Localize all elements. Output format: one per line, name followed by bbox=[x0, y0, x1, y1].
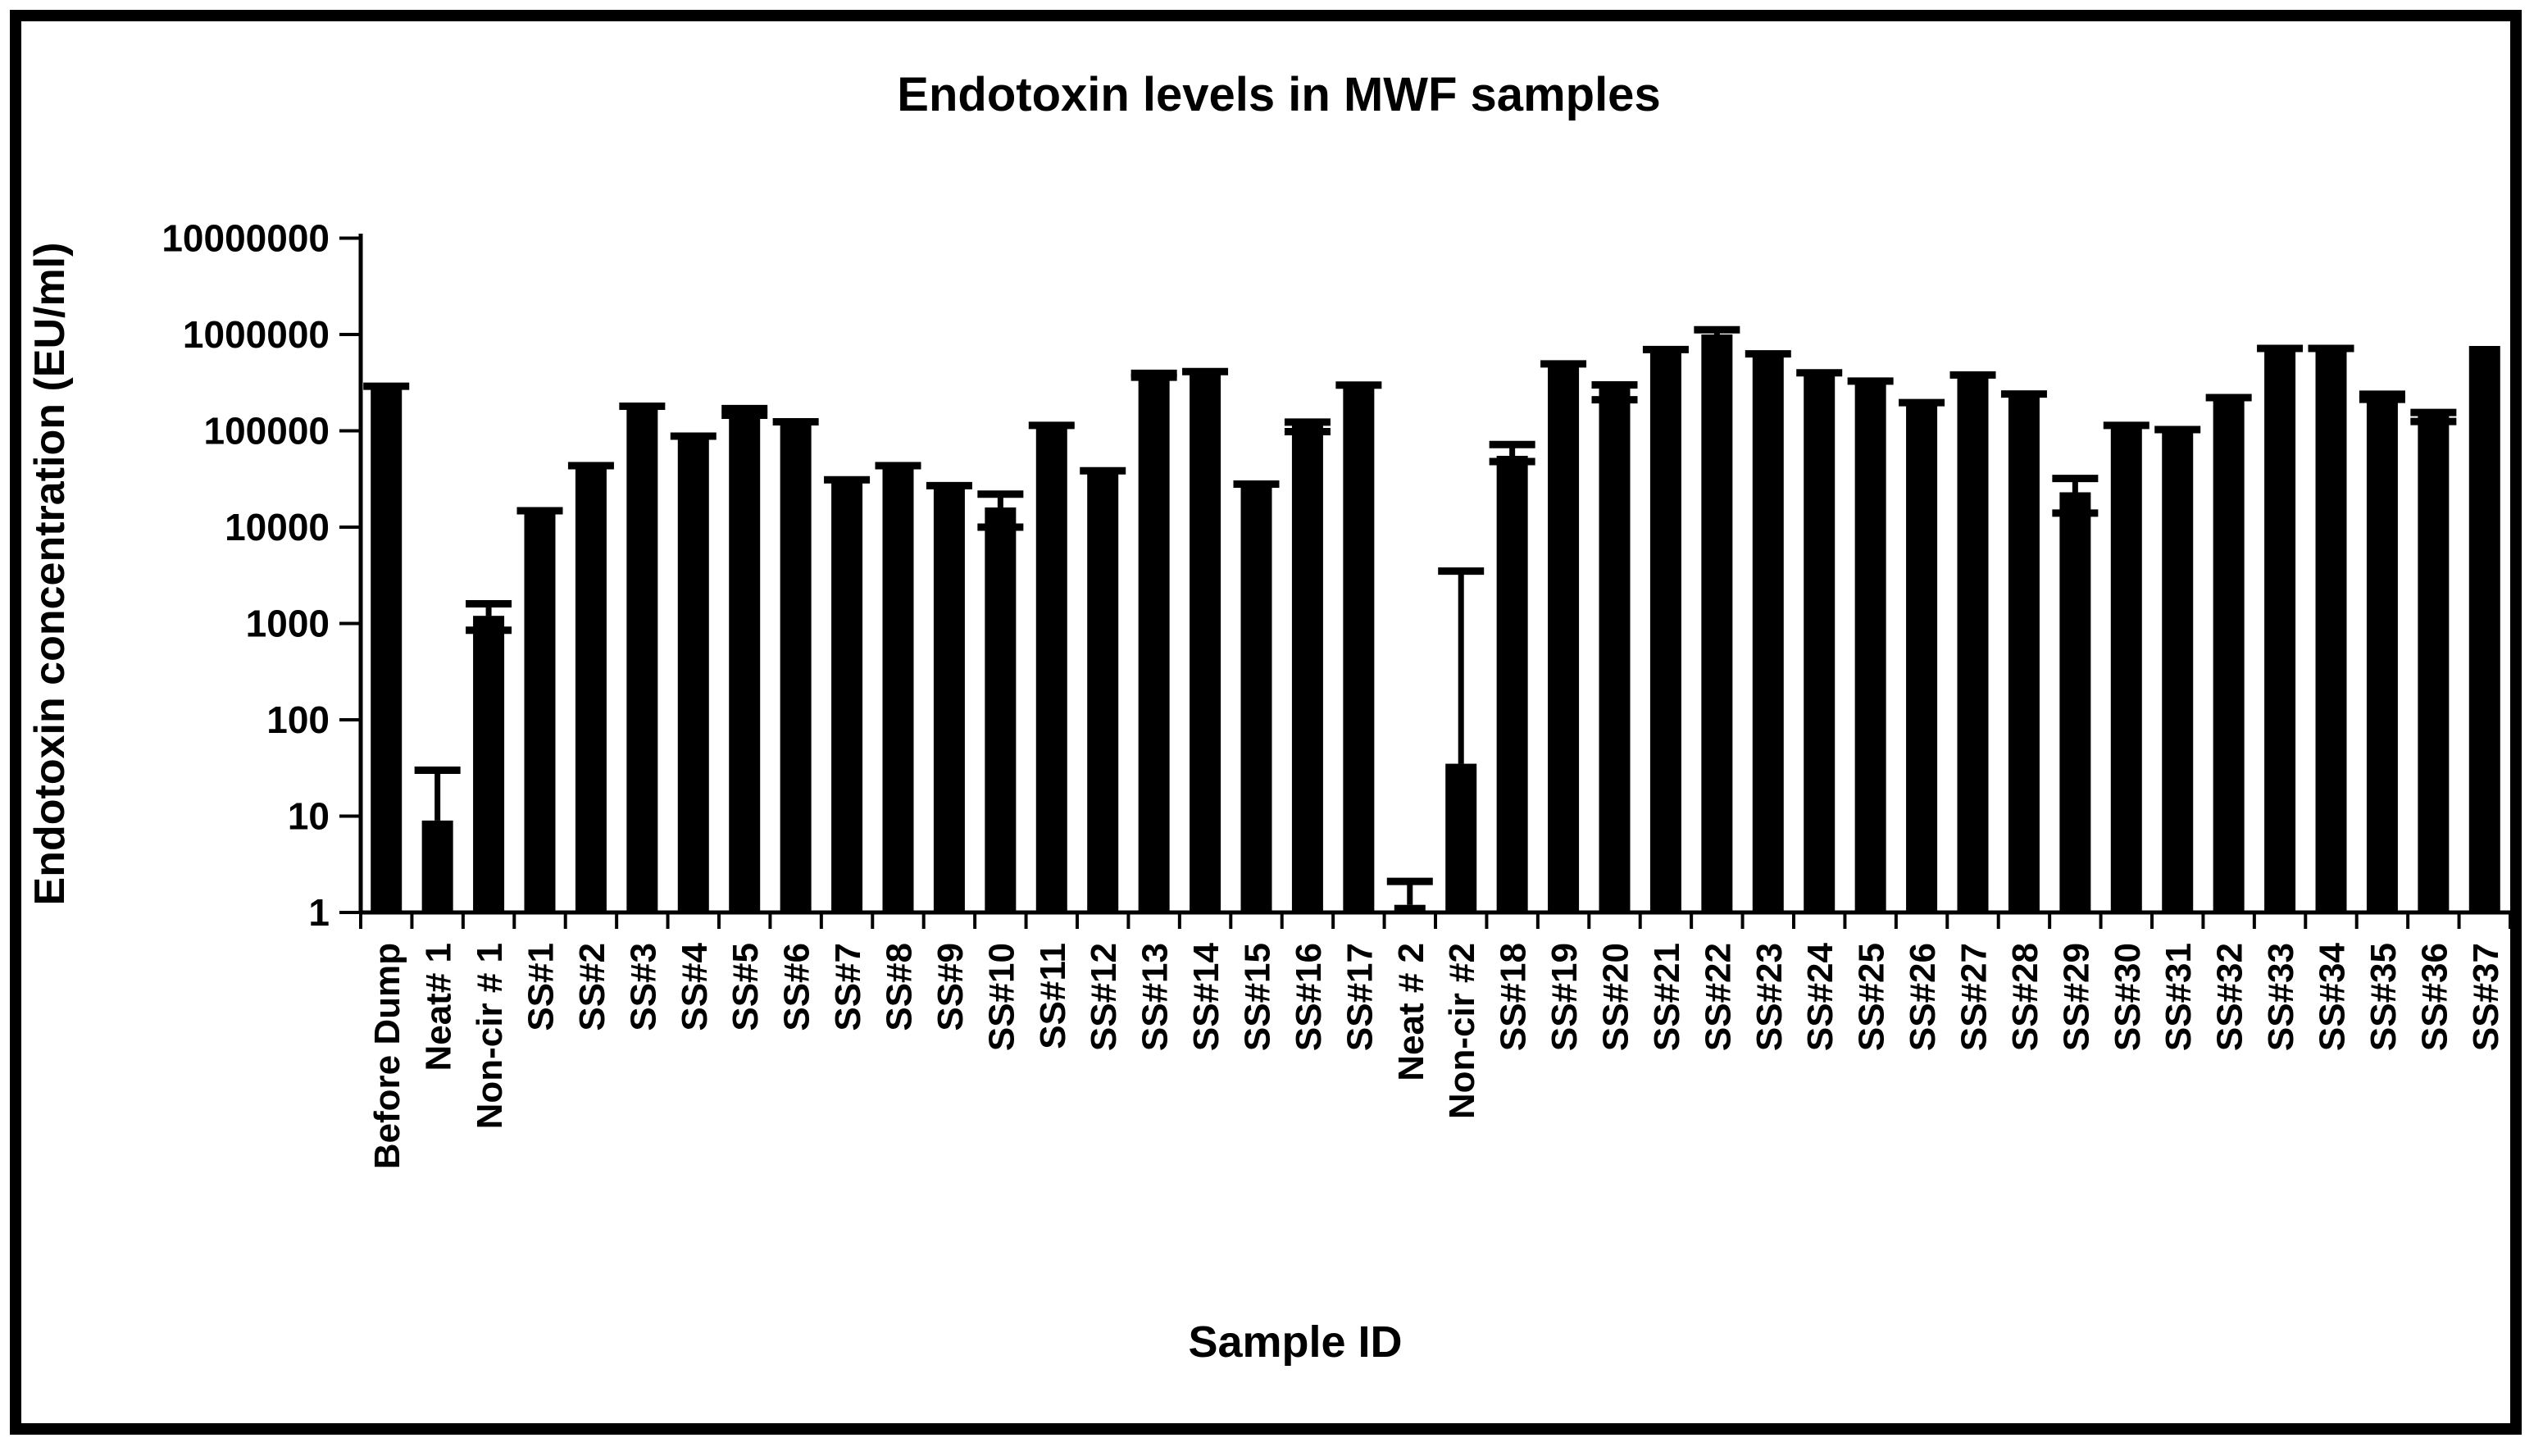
bar bbox=[677, 437, 709, 912]
x-category-label: SS#1 bbox=[521, 943, 562, 1031]
x-category-label: SS#25 bbox=[1852, 943, 1892, 1051]
x-category-label: SS#8 bbox=[880, 943, 920, 1031]
bar bbox=[831, 480, 863, 912]
bar bbox=[1854, 382, 1886, 912]
bar bbox=[2264, 349, 2296, 912]
x-category-label: SS#11 bbox=[1033, 943, 1073, 1049]
bar bbox=[2418, 415, 2450, 912]
bar bbox=[2110, 426, 2142, 912]
bar bbox=[371, 387, 403, 912]
bar bbox=[933, 487, 965, 912]
bar bbox=[1701, 334, 1733, 912]
bar bbox=[1804, 374, 1836, 912]
bar bbox=[2008, 394, 2040, 912]
x-category-label: SS#6 bbox=[777, 943, 817, 1031]
x-category-label: SS#31 bbox=[2159, 943, 2199, 1051]
x-category-label: SS#33 bbox=[2261, 943, 2301, 1051]
x-axis-title: Sample ID bbox=[1188, 1317, 1402, 1367]
y-tick-label: 100 bbox=[266, 698, 330, 741]
x-category-label: SS#37 bbox=[2466, 943, 2506, 1051]
x-category-label: SS#5 bbox=[726, 943, 766, 1031]
y-tick-label: 10000 bbox=[225, 506, 330, 548]
bar bbox=[1906, 403, 1938, 912]
x-category-label: SS#9 bbox=[930, 943, 971, 1031]
bar bbox=[421, 820, 453, 912]
y-tick-label: 1 bbox=[308, 891, 330, 934]
x-category-label: SS#16 bbox=[1289, 943, 1329, 1051]
x-category-label: SS#2 bbox=[572, 943, 612, 1031]
bar bbox=[1138, 375, 1170, 912]
bar bbox=[1190, 372, 1221, 913]
bar bbox=[1752, 354, 1784, 913]
x-category-label: SS#19 bbox=[1544, 943, 1585, 1051]
x-category-label: SS#3 bbox=[623, 943, 663, 1031]
bar bbox=[1957, 375, 1989, 912]
x-category-label: SS#35 bbox=[2363, 943, 2404, 1051]
bar bbox=[2468, 346, 2500, 912]
x-category-label: SS#22 bbox=[1698, 943, 1738, 1051]
bar bbox=[2213, 398, 2245, 912]
bar bbox=[2315, 349, 2347, 912]
bar bbox=[1599, 387, 1631, 912]
bar bbox=[1291, 425, 1323, 912]
x-category-label: Neat # 2 bbox=[1391, 943, 1431, 1081]
x-category-label: SS#21 bbox=[1647, 943, 1687, 1051]
x-category-label: SS#32 bbox=[2210, 943, 2250, 1051]
bar bbox=[1240, 485, 1272, 912]
y-tick-label: 100000 bbox=[204, 410, 330, 453]
x-category-label: SS#30 bbox=[2108, 943, 2148, 1051]
x-category-label: SS#24 bbox=[1800, 942, 1840, 1051]
x-category-label: SS#29 bbox=[2056, 943, 2096, 1051]
bar bbox=[1035, 426, 1067, 912]
chart-title: Endotoxin levels in MWF samples bbox=[897, 68, 1660, 121]
y-tick-label: 1000 bbox=[246, 603, 330, 645]
y-tick-label: 10 bbox=[288, 795, 330, 838]
x-category-label: SS#4 bbox=[675, 942, 715, 1031]
y-axis-title: Endotoxin concentration (EU/ml) bbox=[26, 243, 74, 906]
bar bbox=[1445, 763, 1477, 912]
x-category-label: Non-cir # 1 bbox=[470, 943, 510, 1129]
bar bbox=[1496, 456, 1528, 912]
x-category-label: SS#36 bbox=[2414, 943, 2454, 1051]
x-category-label: SS#27 bbox=[1954, 943, 1995, 1051]
x-category-label: SS#17 bbox=[1340, 943, 1380, 1051]
bar bbox=[1649, 350, 1681, 913]
y-tick-label: 1000000 bbox=[183, 313, 330, 356]
bar bbox=[1343, 386, 1375, 913]
x-category-label: SS#10 bbox=[981, 943, 1021, 1051]
bar bbox=[780, 423, 812, 912]
bar bbox=[575, 466, 607, 912]
x-category-label: SS#23 bbox=[1749, 943, 1790, 1051]
bar bbox=[473, 616, 505, 912]
bar bbox=[2162, 430, 2194, 912]
plot-area: 1 10 100 1000 10000 100000 1000000 10000000 Befo… bbox=[161, 217, 2512, 1169]
bar bbox=[2059, 492, 2091, 912]
x-category-label: SS#28 bbox=[2005, 943, 2045, 1051]
bar bbox=[729, 411, 761, 913]
x-category-label: SS#18 bbox=[1494, 943, 1534, 1051]
x-category-label: SS#7 bbox=[828, 943, 868, 1031]
bar bbox=[882, 466, 914, 912]
x-category-label: SS#13 bbox=[1135, 943, 1176, 1051]
x-category-label: SS#26 bbox=[1903, 943, 1943, 1051]
x-category-label: SS#15 bbox=[1238, 943, 1278, 1051]
bar bbox=[1087, 472, 1119, 912]
x-category-label: Before Dump bbox=[367, 943, 407, 1169]
x-category-label: SS#14 bbox=[1186, 942, 1226, 1051]
x-category-label: Neat# 1 bbox=[419, 943, 459, 1072]
x-category-label: SS#34 bbox=[2313, 942, 2353, 1051]
bar bbox=[985, 507, 1017, 912]
x-category-label: SS#12 bbox=[1084, 943, 1124, 1051]
bar bbox=[2366, 398, 2398, 912]
bar bbox=[1548, 365, 1580, 912]
y-tick-label: 10000000 bbox=[161, 217, 330, 260]
bar bbox=[626, 407, 658, 913]
bar bbox=[1394, 904, 1426, 912]
x-category-label: Non-cir #2 bbox=[1442, 943, 1482, 1119]
bar bbox=[524, 512, 556, 912]
x-category-label: SS#20 bbox=[1596, 943, 1636, 1051]
